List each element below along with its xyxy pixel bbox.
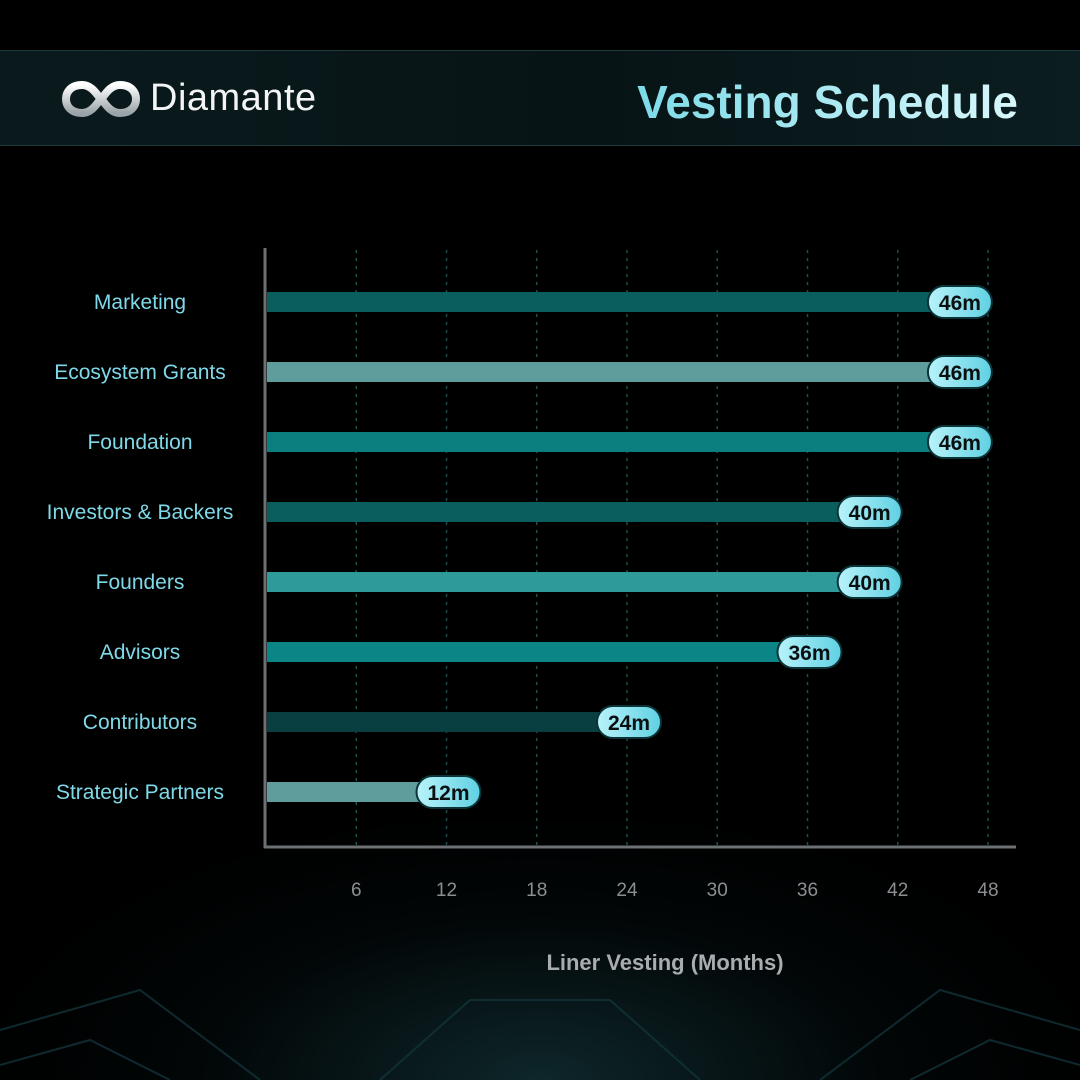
value-label: 46m [939, 292, 981, 315]
x-tick-label: 6 [351, 880, 362, 901]
value-label: 46m [939, 362, 981, 385]
page-title: Vesting Schedule [637, 76, 1018, 128]
value-label: 40m [849, 502, 891, 525]
value-label: 36m [788, 642, 830, 665]
value-label: 24m [608, 712, 650, 735]
value-label-pill [415, 775, 482, 809]
value-label: 46m [939, 432, 981, 455]
bar [267, 782, 447, 802]
value-label-pill [926, 355, 993, 389]
x-tick-label: 30 [707, 880, 728, 901]
value-label-pill [926, 285, 993, 319]
value-label-pill [596, 705, 662, 739]
x-tick-label: 12 [436, 880, 457, 901]
bar [267, 572, 868, 592]
category-label: Marketing [94, 291, 186, 314]
x-tick-label: 24 [616, 880, 638, 901]
value-label-pill [836, 495, 903, 529]
category-label: Investors & Backers [47, 501, 234, 524]
bar [267, 292, 958, 312]
x-tick-label: 48 [977, 880, 998, 901]
value-label: 40m [849, 572, 891, 595]
category-label: Advisors [100, 641, 181, 664]
bar [267, 712, 627, 732]
value-label-pill [836, 565, 903, 599]
background-grid-lines [0, 988, 1080, 1080]
background-glow [0, 820, 1080, 1080]
infinity-logo-icon [62, 80, 140, 118]
category-label: Contributors [83, 711, 197, 734]
category-label: Founders [96, 571, 185, 594]
value-label-pill [776, 635, 843, 669]
x-axis-title: Liner Vesting (Months) [546, 950, 783, 975]
category-label: Foundation [87, 431, 192, 454]
x-tick-label: 18 [526, 880, 547, 901]
bar [267, 502, 868, 522]
value-label: 12m [427, 782, 469, 805]
category-label: Strategic Partners [56, 781, 224, 804]
category-label: Ecosystem Grants [54, 361, 226, 384]
bar [267, 642, 808, 662]
header-bar: Diamante Vesting Schedule [0, 50, 1080, 146]
brand-name: Diamante [150, 77, 317, 119]
x-tick-label: 42 [887, 880, 908, 901]
x-tick-label: 36 [797, 880, 818, 901]
bar [267, 362, 958, 382]
value-label-pill [926, 425, 993, 459]
bar [267, 432, 958, 452]
